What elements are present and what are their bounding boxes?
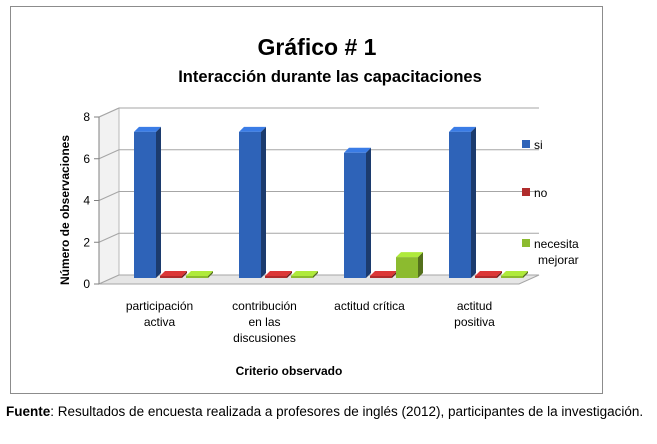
bar-side [287, 271, 292, 278]
bar-top [344, 147, 371, 153]
bar-top [370, 271, 397, 276]
chart-title: Gráfico # 1 [258, 34, 377, 60]
gridline-side [98, 191, 120, 201]
bar-side [208, 271, 213, 278]
bar-top [265, 271, 292, 276]
bar-no [475, 271, 502, 278]
x-tick-label: actitud crítica [334, 299, 405, 313]
caption-text: : Resultados de encuesta realizada a pro… [50, 404, 644, 419]
bar-si [344, 147, 371, 278]
bar-side [418, 252, 423, 278]
bar-chart: Gráfico # 1 Interacción durante las capa… [58, 34, 579, 378]
legend-swatch [522, 239, 530, 247]
bar-si [134, 126, 161, 278]
bar-top [134, 126, 161, 132]
x-axis-label: Criterio observado [236, 364, 343, 378]
y-tick-label: 6 [83, 152, 90, 166]
bar-side [366, 147, 371, 278]
x-tick-label: positiva [454, 315, 495, 329]
bar-necesita-mejorar [291, 271, 318, 278]
bar-front [186, 276, 208, 278]
x-tick-label: participación [126, 299, 193, 313]
bar-necesita-mejorar [186, 271, 213, 278]
figure-caption: Fuente: Resultados de encuesta realizada… [6, 404, 657, 420]
bar-no [370, 271, 397, 278]
legend-label: no [534, 186, 548, 200]
bar-front [291, 276, 313, 278]
legend-label: mejorar [538, 253, 579, 267]
bar-side [523, 271, 528, 278]
bar-side [182, 271, 187, 278]
bar-top [449, 126, 476, 132]
bar-top [475, 271, 502, 276]
bar-top [186, 271, 213, 276]
y-tick-label: 8 [83, 110, 90, 124]
x-tick-label: discusiones [233, 331, 296, 345]
y-tick-label: 0 [83, 277, 90, 291]
bar-top [501, 271, 528, 276]
legend-swatch [522, 188, 530, 196]
bar-front [344, 152, 366, 278]
bar-side [313, 271, 318, 278]
bar-side [471, 126, 476, 278]
chart-frame: Gráfico # 1 Interacción durante las capa… [10, 6, 603, 394]
bar-front [449, 131, 471, 278]
bar-front [396, 257, 418, 278]
y-tick-label: 2 [83, 235, 90, 249]
legend: si no necesita mejorar [522, 138, 579, 267]
x-tick-label: contribución [232, 299, 297, 313]
x-tick-label: en las [248, 315, 280, 329]
gridline-side [98, 107, 120, 118]
gridline-side [98, 149, 120, 160]
bar-necesita-mejorar [501, 271, 528, 278]
legend-swatch [522, 140, 530, 148]
bar-side [392, 271, 397, 278]
plot-area: 0 2 4 6 8 participación activa contribución en l… [83, 107, 540, 345]
floor [98, 274, 540, 285]
bar-side [261, 126, 266, 278]
bar-front [265, 276, 287, 278]
legend-label: si [534, 138, 543, 152]
bar-front [160, 276, 182, 278]
x-tick-label: actitud [457, 299, 492, 313]
bar-no [265, 271, 292, 278]
bar-side [497, 271, 502, 278]
bar-front [475, 276, 497, 278]
bar-top [160, 271, 187, 276]
y-axis-label: Número de observaciones [58, 135, 72, 285]
bar-top [291, 271, 318, 276]
legend-label: necesita [534, 237, 579, 251]
caption-source-label: Fuente [6, 404, 51, 419]
bar-front [370, 276, 392, 278]
bar-top [239, 126, 266, 132]
bar-side [156, 126, 161, 278]
bar-no [160, 271, 187, 278]
x-tick-label: activa [144, 315, 176, 329]
bar-front [134, 131, 156, 278]
bar-si [449, 126, 476, 278]
bar-necesita-mejorar [396, 252, 423, 278]
bar-top [396, 252, 423, 258]
bar-si [239, 126, 266, 278]
bar-front [501, 276, 523, 278]
bar-front [239, 131, 261, 278]
y-tick-label: 4 [83, 194, 90, 208]
gridline-side [98, 232, 120, 243]
chart-subtitle: Interacción durante las capacitaciones [178, 68, 482, 86]
